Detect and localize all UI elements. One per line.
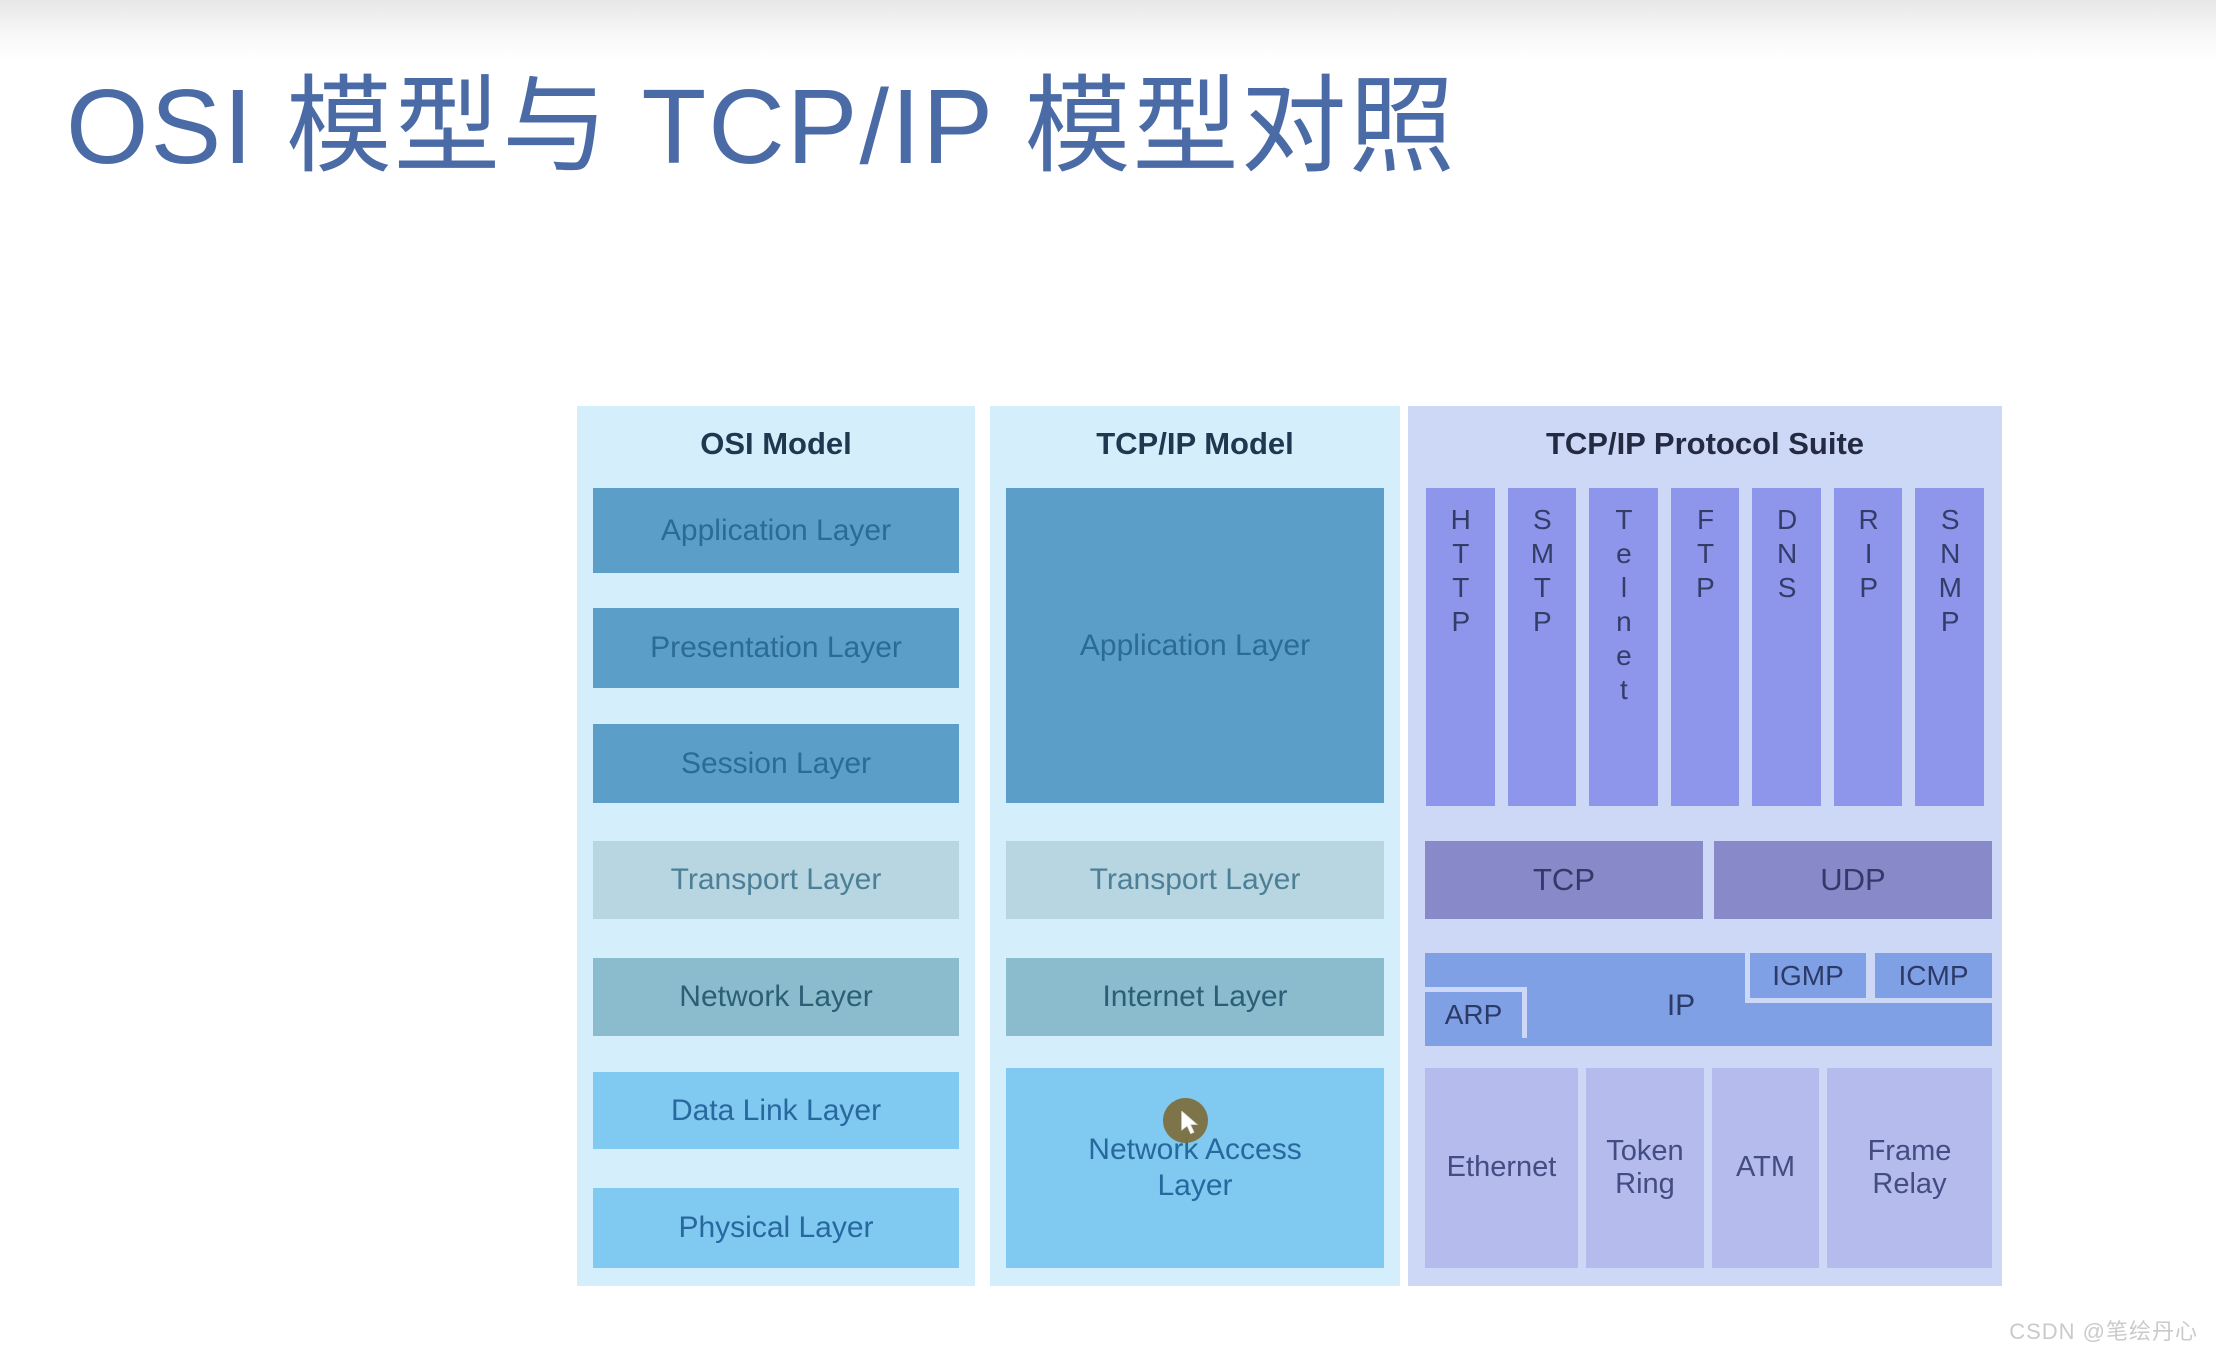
protocol-smtp: SMTP xyxy=(1507,488,1577,806)
osi-layer-session: Session Layer xyxy=(593,724,959,803)
tcpip-panel-header: TCP/IP Model xyxy=(1096,426,1294,461)
tcpip-layer-transport: Transport Layer xyxy=(1006,841,1384,919)
protocol-http-label: HTTP xyxy=(1445,504,1477,640)
link-technologies-row: Ethernet Token Ring ATM Frame Relay xyxy=(1425,1068,1992,1268)
csdn-watermark: CSDN @笔绘丹心 xyxy=(2009,1319,2198,1344)
protocol-smtp-label: SMTP xyxy=(1526,504,1558,640)
mouse-cursor-dot xyxy=(1163,1098,1208,1143)
protocol-snmp: SNMP xyxy=(1915,488,1985,806)
protocol-ftp: FTP xyxy=(1670,488,1740,806)
tech-atm: ATM xyxy=(1712,1068,1819,1268)
transport-protocols-row: TCP UDP xyxy=(1425,841,1992,919)
protocol-rip: RIP xyxy=(1833,488,1903,806)
network-access-label: Network Access Layer xyxy=(1088,1133,1302,1202)
suite-panel-header: TCP/IP Protocol Suite xyxy=(1545,426,1865,461)
protocol-arp: ARP xyxy=(1425,987,1527,1038)
tech-frame-relay: Frame Relay xyxy=(1827,1068,1992,1268)
protocol-udp: UDP xyxy=(1714,841,1992,919)
protocol-telnet-label: Telnet xyxy=(1608,504,1640,708)
tcpip-layer-application: Application Layer xyxy=(1006,488,1384,803)
tech-token-ring-label: Token Ring xyxy=(1606,1134,1684,1200)
osi-layer-presentation: Presentation Layer xyxy=(593,608,959,688)
tech-token-ring: Token Ring xyxy=(1586,1068,1704,1268)
osi-layer-network: Network Layer xyxy=(593,958,959,1036)
app-protocols-row: HTTP SMTP Telnet FTP DNS RIP SNMP xyxy=(1426,488,1985,806)
tcpip-layer-network-access: Network Access Layer xyxy=(1006,1068,1384,1268)
protocol-snmp-label: SNMP xyxy=(1934,504,1966,640)
protocol-http: HTTP xyxy=(1426,488,1495,806)
osi-layer-physical: Physical Layer xyxy=(593,1188,959,1268)
page-title: OSI 模型与 TCP/IP 模型对照 xyxy=(66,68,1457,186)
protocol-rip-label: RIP xyxy=(1853,504,1885,606)
protocol-ip-label: IP xyxy=(1666,989,1696,1022)
tcpip-layer-internet: Internet Layer xyxy=(1006,958,1384,1036)
osi-layer-transport: Transport Layer xyxy=(593,841,959,919)
tech-ethernet: Ethernet xyxy=(1425,1068,1578,1268)
protocol-dns: DNS xyxy=(1752,488,1821,806)
protocol-suite-panel: TCP/IP Protocol Suite HTTP SMTP Telnet F… xyxy=(1408,406,2002,1286)
protocol-icmp: ICMP xyxy=(1866,953,1992,1003)
cursor-arrow-icon xyxy=(1181,1111,1199,1135)
tech-atm-label: ATM xyxy=(1735,1151,1796,1184)
protocol-ftp-label: FTP xyxy=(1690,504,1722,606)
osi-layer-datalink: Data Link Layer xyxy=(593,1072,959,1149)
protocol-tcp: TCP xyxy=(1425,841,1703,919)
osi-panel-header: OSI Model xyxy=(700,426,852,461)
protocol-telnet: Telnet xyxy=(1589,488,1658,806)
tech-ethernet-label: Ethernet xyxy=(1446,1151,1557,1184)
osi-model-panel: OSI Model Application Layer Presentation… xyxy=(577,406,975,1286)
tech-frame-relay-label: Frame Relay xyxy=(1867,1134,1952,1200)
tcpip-model-panel: TCP/IP Model Application Layer Transport… xyxy=(990,406,1400,1286)
protocol-dns-label: DNS xyxy=(1771,504,1803,606)
protocol-igmp: IGMP xyxy=(1745,953,1866,1003)
top-gradient xyxy=(0,0,2216,60)
osi-layer-application: Application Layer xyxy=(593,488,959,573)
